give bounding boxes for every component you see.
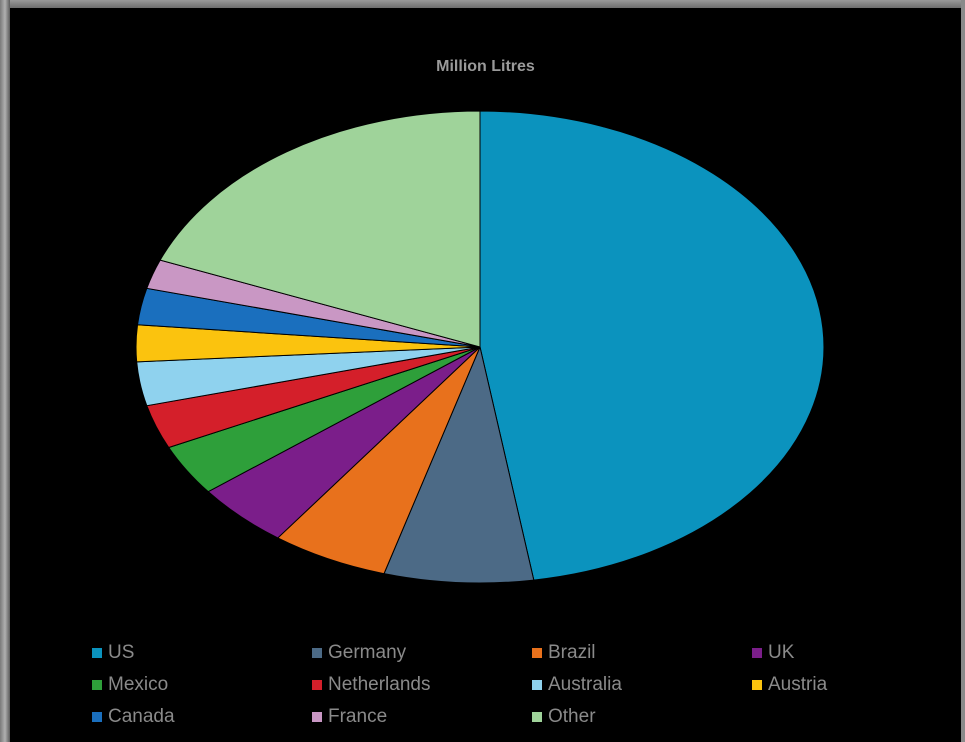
legend-label: Brazil: [548, 642, 596, 663]
legend-label: Other: [548, 706, 596, 727]
legend-label: Australia: [548, 674, 622, 695]
chart-title: Million Litres: [436, 58, 535, 75]
frame-top-border: [0, 0, 965, 8]
legend-item-mexico: Mexico: [92, 674, 168, 696]
legend-swatch: [532, 712, 542, 722]
pie-slice-germany: [383, 345, 535, 584]
legend-swatch: [532, 680, 542, 690]
legend-label: Austria: [768, 674, 828, 695]
legend-item-australia: Australia: [532, 674, 622, 696]
frame-left-border: [0, 0, 10, 742]
frame-right-border: [961, 0, 965, 742]
legend-swatch: [312, 680, 322, 690]
legend-swatch: [92, 680, 102, 690]
legend-item-germany: Germany: [312, 642, 406, 664]
legend-swatch: [752, 680, 762, 690]
legend-item-netherlands: Netherlands: [312, 674, 430, 696]
legend-label: Canada: [108, 706, 175, 727]
legend-swatch: [92, 712, 102, 722]
legend-item-brazil: Brazil: [532, 642, 596, 664]
pie-slice-us: [479, 110, 825, 581]
pie-chart: [135, 110, 825, 584]
legend-label: UK: [768, 642, 795, 663]
legend-swatch: [92, 648, 102, 658]
legend-swatch: [752, 648, 762, 658]
legend-item-uk: UK: [752, 642, 794, 664]
legend-item-us: US: [92, 642, 134, 664]
legend-item-canada: Canada: [92, 706, 175, 728]
pie-slice-other: [159, 110, 481, 348]
legend-label: France: [328, 706, 388, 727]
chart-area: Million Litres US Germany Brazil UK Mexico Ne…: [10, 8, 961, 742]
legend-swatch: [312, 648, 322, 658]
legend-label: Germany: [328, 642, 407, 663]
legend-label: US: [108, 642, 135, 663]
legend-item-other: Other: [532, 706, 596, 728]
legend-item-france: France: [312, 706, 387, 728]
legend-item-austria: Austria: [752, 674, 827, 696]
legend-swatch: [532, 648, 542, 658]
legend-label: Netherlands: [328, 674, 431, 695]
legend-swatch: [312, 712, 322, 722]
legend-label: Mexico: [108, 674, 169, 695]
